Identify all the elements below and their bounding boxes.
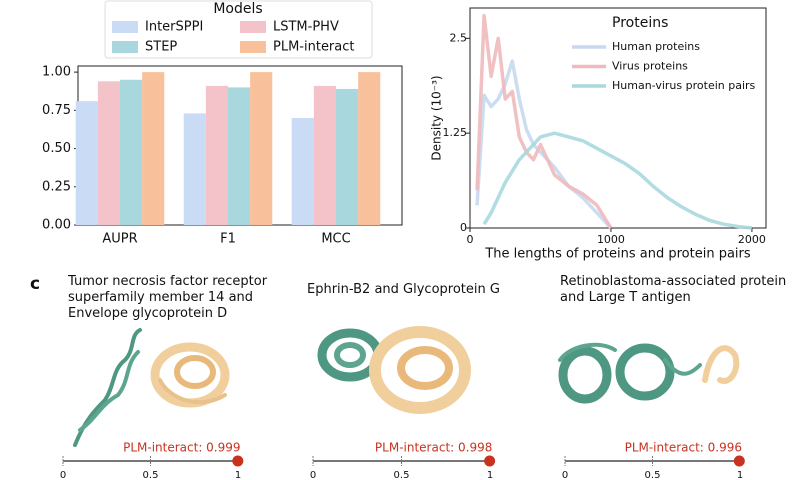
line-series [482, 131, 753, 230]
x-tick-label: 2000 [738, 233, 766, 246]
bar [358, 72, 381, 225]
bar [291, 117, 314, 225]
score-label: PLM-interact: 0.999 [123, 441, 240, 455]
x-tick-label: 0 [310, 470, 316, 480]
score-dot [232, 455, 244, 467]
score-dot [484, 455, 496, 467]
x-tick-label: 1 [235, 470, 241, 480]
legend-swatch [112, 21, 138, 33]
x-tick-label: F1 [220, 232, 236, 247]
x-tick-label: 0 [467, 233, 474, 246]
y-tick-label: 0.50 [42, 141, 71, 156]
legend-swatch [112, 41, 138, 53]
x-tick-label: 1 [487, 470, 493, 480]
plot-frame [469, 7, 767, 229]
x-tick-label: AUPR [102, 232, 137, 247]
score-dot [733, 455, 745, 467]
panel-title: Tumor necrosis factor receptor superfami… [68, 274, 272, 321]
panel-label: c [30, 274, 40, 294]
x-tick-label: 0.5 [645, 470, 661, 480]
legend-box [104, 0, 373, 59]
bar [183, 113, 206, 225]
legend-label: LSTM-PHV [273, 20, 339, 35]
bar [205, 85, 228, 225]
x-tick-label: 0.5 [394, 470, 410, 480]
panel-title: Ephrin-B2 and Glycoprotein G [307, 282, 500, 297]
bar [250, 72, 273, 225]
bar [97, 81, 120, 226]
y-tick-label: 1.25 [443, 126, 468, 139]
x-tick-label: 0 [562, 470, 568, 480]
score-label: PLM-interact: 0.996 [625, 441, 742, 455]
bar [228, 87, 251, 226]
y-tick-label: 2.5 [450, 31, 468, 44]
score-label: PLM-interact: 0.998 [375, 441, 492, 455]
y-tick-label: 0.00 [42, 218, 71, 233]
bar [336, 88, 359, 225]
legend-swatch [240, 21, 266, 33]
legend-label: InterSPPI [145, 20, 203, 35]
y-tick-label: 1.00 [42, 65, 71, 80]
protein-structure [73, 326, 740, 447]
legend-label: Human-virus protein pairs [612, 79, 756, 92]
bar [142, 72, 165, 225]
x-tick-label: MCC [321, 232, 350, 247]
x-tick-label: 0 [60, 470, 66, 480]
y-tick-label: 0.75 [42, 103, 71, 118]
legend-title: Models [213, 1, 262, 17]
y-axis-label: Density (10⁻³) [430, 75, 444, 160]
legend-label: Virus proteins [612, 60, 688, 73]
bar [120, 79, 143, 225]
x-axis-label: The lengths of proteins and protein pair… [484, 247, 751, 262]
y-tick-label: 0.25 [42, 179, 71, 194]
line-series [475, 59, 613, 230]
bar [75, 101, 98, 225]
legend-label: PLM-interact [273, 40, 355, 55]
x-tick-label: 1 [737, 470, 743, 480]
x-tick-label: 1000 [597, 233, 625, 246]
panel-title: Retinoblastoma-associated protein and La… [560, 274, 795, 305]
legend-title: Proteins [612, 15, 668, 31]
y-tick-label: 0 [460, 221, 467, 234]
legend-label: STEP [145, 40, 177, 55]
legend-swatch [240, 41, 266, 53]
x-tick-label: 0.5 [143, 470, 159, 480]
bar [313, 85, 336, 225]
legend-label: Human proteins [612, 40, 700, 53]
